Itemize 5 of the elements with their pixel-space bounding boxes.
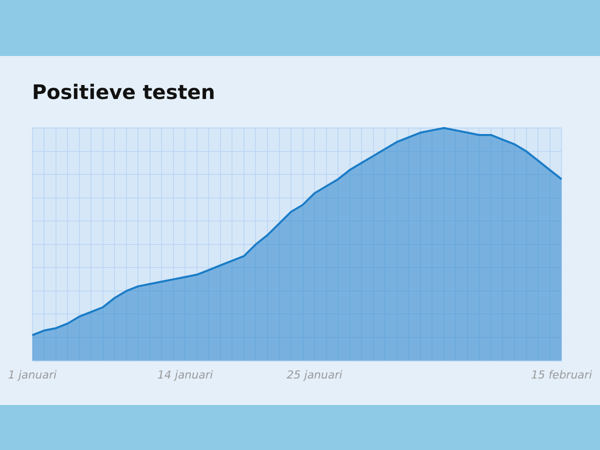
chart-title: Positieve testen	[32, 80, 216, 104]
x-tick-label: 25 januari	[286, 368, 342, 382]
x-tick-label: 15 februari	[531, 368, 592, 382]
x-tick-label: 14 januari	[157, 368, 213, 382]
x-tick-label: 1 januari	[8, 368, 57, 382]
